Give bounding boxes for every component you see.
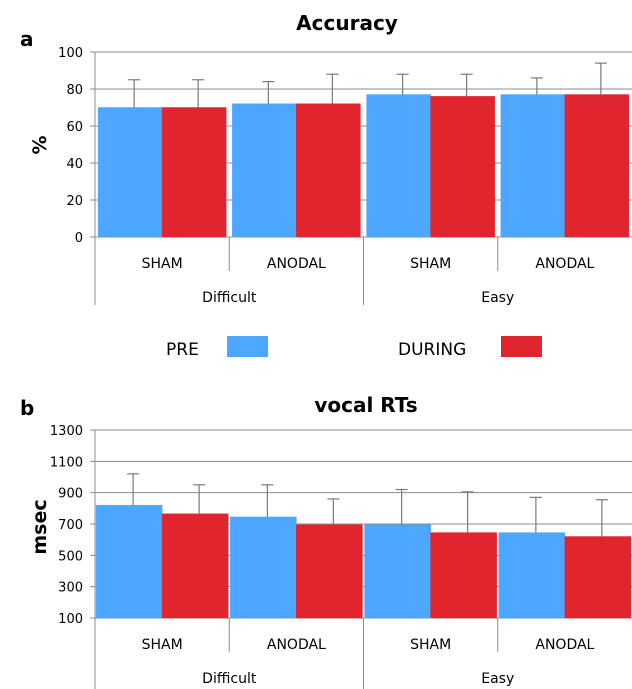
bar-pre [232,103,297,238]
chart-title: Accuracy [296,11,398,35]
y-tick-label: 700 [58,518,83,533]
legend-swatch [501,336,542,357]
chart-panel-b: b vocal RTs msec 100 300 500 700 900 1100 1300 SHA… [20,393,632,689]
group-label: Difficult [202,290,257,306]
category-label: ANODAL [535,256,594,272]
bar-during [430,532,497,619]
bar-during [161,513,229,619]
y-tick-label: 100 [58,612,83,627]
y-tick-label: 60 [66,120,83,135]
y-tick-label: 40 [66,157,83,172]
category-label: SHAM [142,256,183,272]
y-tick-label: 300 [58,581,83,596]
bar-during [430,96,495,238]
y-tick-label: 1100 [50,455,83,470]
legend-swatch [227,336,268,357]
category-label: SHAM [410,256,451,272]
legend-label: DURING [398,340,466,360]
y-tick-label: 20 [66,194,83,209]
bar-during [296,103,361,238]
chart-panel-a: a Accuracy% 0 20 40 60 80 100 SHAM ANODAL SHAM ANOD… [20,11,632,360]
bar-pre [95,504,163,619]
category-label: SHAM [142,637,183,653]
bar-during [564,94,630,238]
y-tick-label: 80 [66,83,83,98]
bar-pre [364,524,431,619]
y-tick-label: 500 [58,549,83,564]
legend-label: PRE [166,340,199,360]
group-label: Difficult [202,671,257,687]
panel-label: a [20,27,34,51]
y-tick-label: 100 [58,46,83,61]
bar-during [161,107,227,238]
group-label: Easy [481,290,514,306]
bar-pre [498,532,566,619]
bar-pre [97,107,163,238]
y-tick-label: 1300 [50,424,83,439]
y-axis-label: % [29,135,51,154]
category-label: SHAM [410,637,451,653]
panel-label: b [20,396,34,420]
bar-during [564,536,632,619]
group-label: Easy [481,671,514,687]
bar-pre [230,516,297,619]
y-tick-label: 900 [58,487,83,502]
category-label: ANODAL [267,256,326,272]
category-label: ANODAL [535,637,594,653]
bar-during [296,524,363,619]
y-tick-label: 0 [75,231,83,246]
y-axis-label: msec [29,499,51,554]
bar-pre [500,94,566,238]
category-label: ANODAL [267,637,326,653]
bar-pre [366,94,431,238]
chart-title: vocal RTs [314,393,417,417]
